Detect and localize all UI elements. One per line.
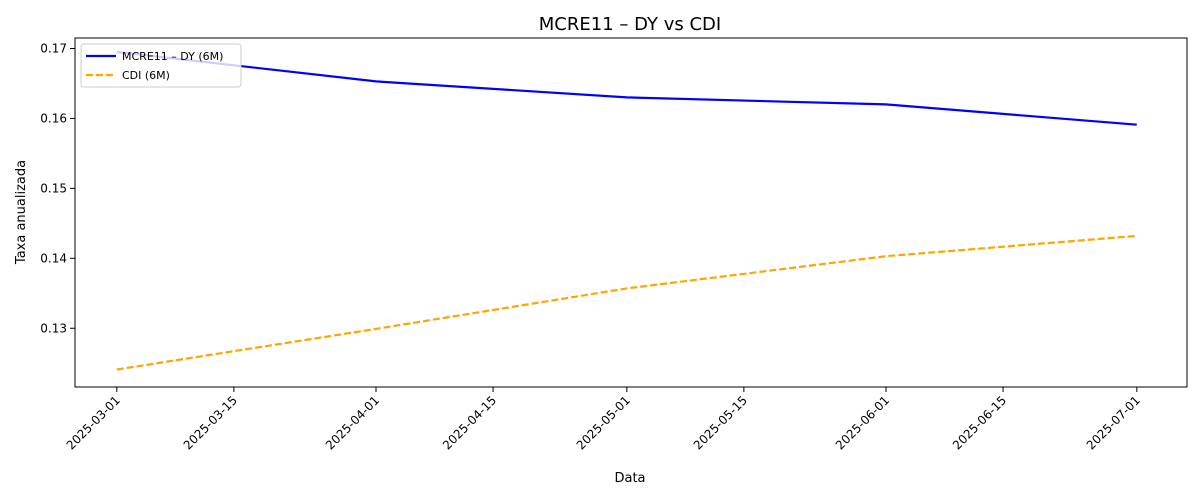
x-tick-label: 2025-05-15 bbox=[691, 393, 750, 452]
legend-frame bbox=[80, 43, 242, 88]
chart-title: MCRE11 – DY vs CDI bbox=[539, 14, 721, 35]
x-axis: 2025-03-01 2025-03-15 2025-04-01 2025-04-15… bbox=[64, 387, 1143, 452]
legend-label-dy: MCRE11 – DY (6M) bbox=[122, 50, 223, 63]
plot-area bbox=[74, 37, 1188, 388]
y-tick-label: 0.15 bbox=[40, 181, 67, 195]
x-tick-label: 2025-04-15 bbox=[440, 393, 499, 452]
y-tick-label: 0.16 bbox=[40, 111, 67, 125]
y-tick-label: 0.13 bbox=[40, 321, 67, 335]
x-tick-label: 2025-03-01 bbox=[64, 393, 123, 452]
legend: MCRE11 – DY (6M) CDI (6M) bbox=[80, 43, 242, 88]
x-tick-label: 2025-06-01 bbox=[833, 393, 892, 452]
x-tick-label: 2025-05-01 bbox=[574, 393, 633, 452]
series-line-cdi bbox=[116, 234, 1137, 371]
y-axis-label: Taxa anualizada bbox=[14, 160, 29, 265]
x-tick-label: 2025-03-15 bbox=[181, 393, 240, 452]
x-tick-label: 2025-04-01 bbox=[323, 393, 382, 452]
y-tick-label: 0.17 bbox=[40, 41, 67, 55]
x-tick-label: 2025-06-15 bbox=[950, 393, 1009, 452]
legend-label-cdi: CDI (6M) bbox=[122, 69, 170, 82]
series-line-dy bbox=[116, 50, 1137, 126]
series-layer bbox=[116, 50, 1137, 371]
y-axis: 0.13 0.14 0.15 0.16 0.17 bbox=[40, 41, 75, 335]
y-tick-label: 0.14 bbox=[40, 251, 67, 265]
x-axis-label: Data bbox=[614, 471, 645, 486]
x-tick-label: 2025-07-01 bbox=[1084, 393, 1143, 452]
